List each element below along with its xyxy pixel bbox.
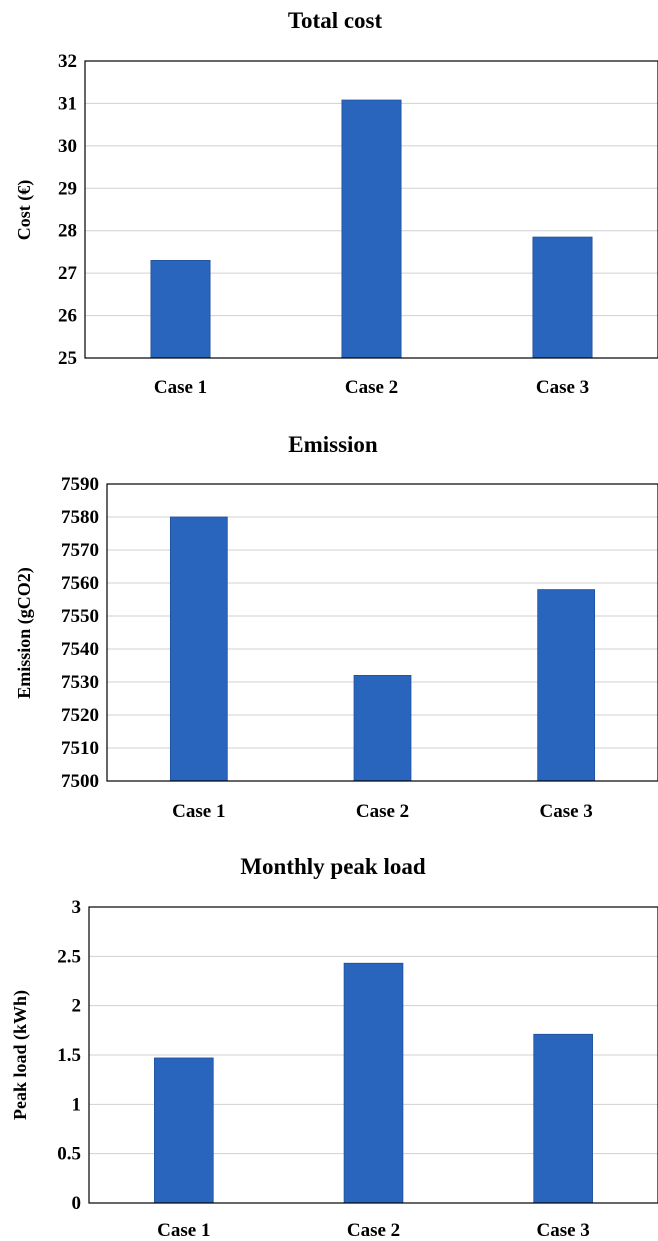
x-tick-label: Case 2	[347, 1220, 400, 1241]
y-tick-label: 7550	[61, 606, 99, 627]
bars	[169, 516, 596, 782]
x-tick-label: Case 1	[157, 1220, 210, 1241]
y-tick-label: 3	[72, 897, 82, 918]
total-cost-chart: Total cost 25 26 27 28 29 30 31 32 Case 1 Case 2…	[14, 8, 658, 398]
x-tick-labels: Case 1 Case 2 Case 3	[157, 1220, 590, 1241]
y-tick-label: 31	[58, 93, 77, 114]
y-tick-labels: 0 0.5 1 1.5 2 2.5 3	[57, 897, 81, 1214]
bar	[169, 516, 228, 782]
y-axis-title: Cost (€)	[14, 180, 35, 241]
y-tick-label: 25	[58, 348, 77, 369]
y-tick-label: 2.5	[57, 946, 81, 967]
x-tick-labels: Case 1 Case 2 Case 3	[154, 377, 589, 398]
y-axis-title: Peak load (kWh)	[10, 990, 31, 1120]
monthly-peak-load-chart: Monthly peak load 00.511.522.53 Case 1 Ca…	[10, 854, 658, 1241]
y-tick-label: 1	[72, 1094, 82, 1115]
bar	[154, 1057, 214, 1204]
x-tick-label: Case 3	[536, 377, 589, 398]
plot-frame	[84, 60, 658, 359]
y-tick-label: 1.5	[57, 1045, 81, 1066]
bar	[150, 260, 211, 359]
chart-title: Monthly peak load	[240, 854, 426, 879]
bar	[341, 99, 402, 359]
y-tick-label: 26	[58, 306, 77, 327]
bar	[353, 674, 412, 782]
y-tick-label: 7590	[61, 474, 99, 495]
y-tick-label: 7500	[61, 771, 99, 792]
emission-chart: Emission 7500 7510 7520 7530 7540 7550 7560 757…	[14, 432, 658, 822]
bar	[532, 236, 593, 359]
y-tick-label: 30	[58, 136, 77, 157]
y-tick-label: 29	[58, 178, 77, 199]
y-tick-label: 7510	[61, 738, 99, 759]
x-tick-label: Case 1	[154, 377, 207, 398]
chart-title: Total cost	[288, 8, 383, 33]
y-axis-title: Emission (gCO2)	[14, 567, 35, 699]
y-tick-label: 7530	[61, 672, 99, 693]
y-tick-label: 2	[72, 996, 82, 1017]
bar	[343, 962, 404, 1204]
y-tick-labels: 25 26 27 28 29 30 31 32	[58, 51, 78, 369]
y-tick-label: 0	[72, 1193, 82, 1214]
y-tick-label: 7540	[61, 639, 99, 660]
x-tick-label: Case 2	[356, 801, 409, 822]
y-tick-label: 28	[58, 221, 77, 242]
plot-frame	[106, 483, 658, 782]
x-tick-label: Case 3	[537, 1220, 590, 1241]
bar	[537, 589, 596, 782]
y-tick-label: 0.5	[57, 1144, 81, 1165]
x-tick-labels: Case 1 Case 2 Case 3	[172, 801, 593, 822]
bars	[154, 962, 593, 1204]
y-tick-label: 32	[58, 51, 77, 72]
bar	[533, 1033, 593, 1204]
y-tick-label: 7570	[61, 540, 99, 561]
y-tick-label: 27	[58, 263, 78, 284]
plot-frame	[88, 906, 658, 1204]
x-tick-label: Case 2	[345, 377, 398, 398]
y-tick-label: 7520	[61, 705, 99, 726]
y-tick-label: 7560	[61, 573, 99, 594]
bars	[150, 99, 593, 359]
x-tick-label: Case 1	[172, 801, 225, 822]
x-tick-label: Case 3	[540, 801, 593, 822]
chart-title: Emission	[288, 432, 378, 457]
y-tick-label: 7580	[61, 507, 99, 528]
y-tick-labels: 7500 7510 7520 7530 7540 7550 7560 7570 7580 7590	[61, 474, 99, 792]
